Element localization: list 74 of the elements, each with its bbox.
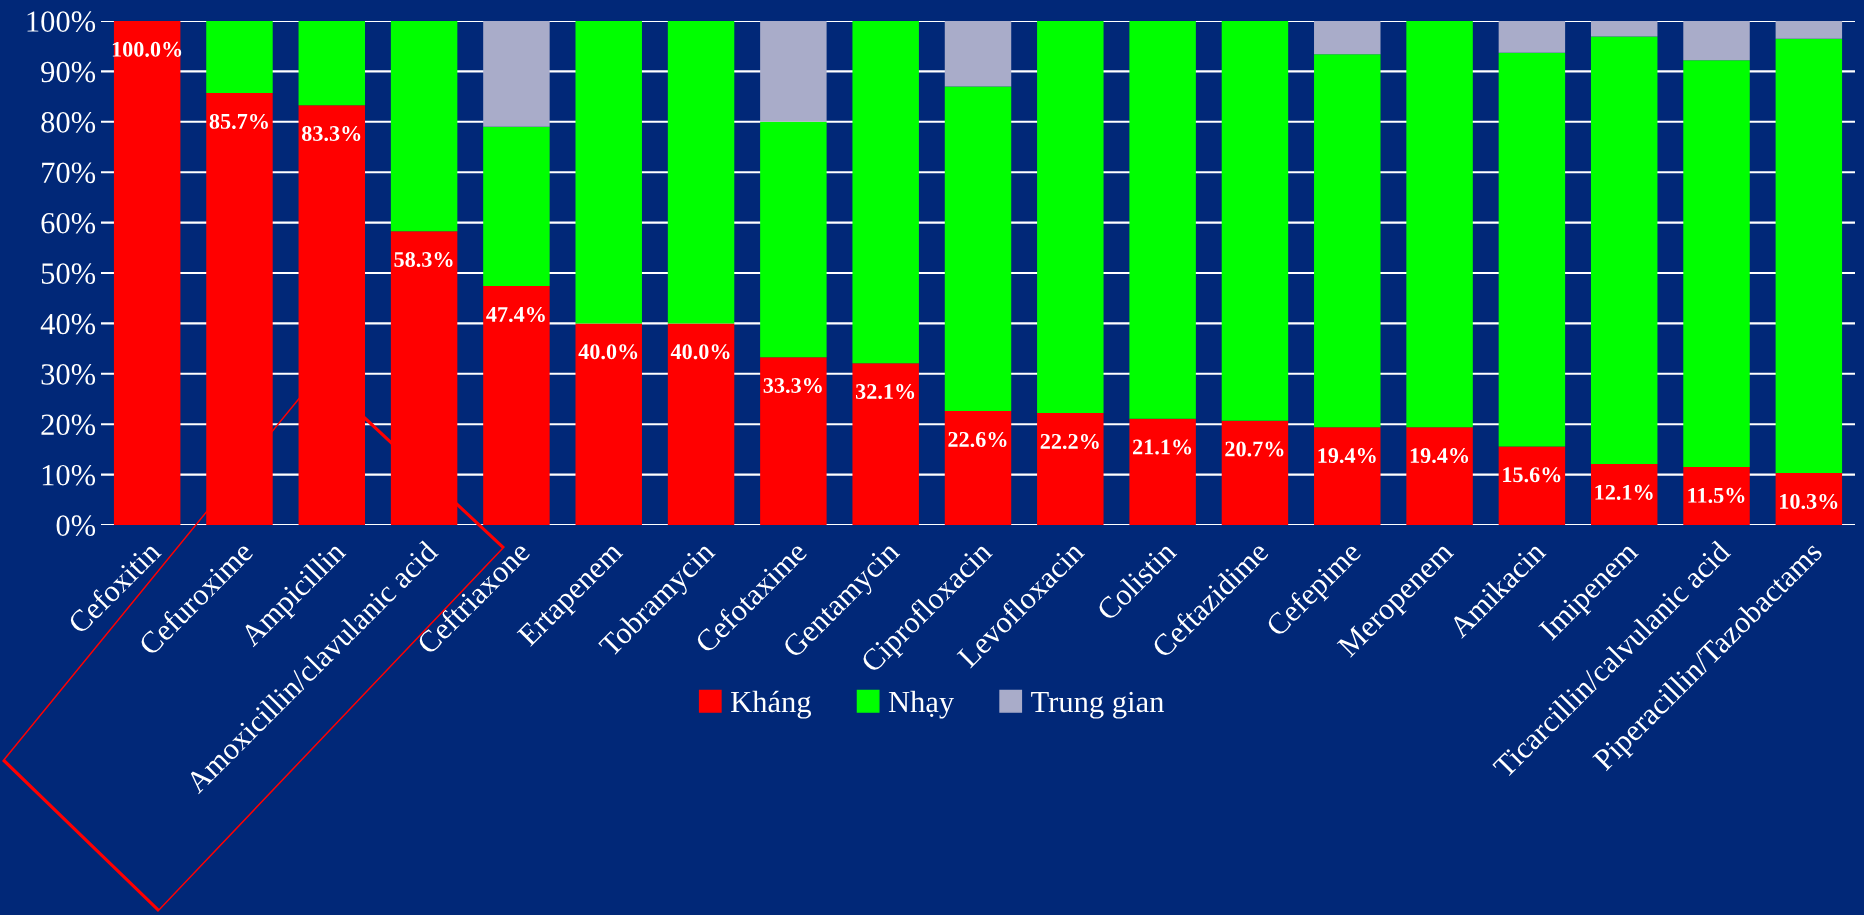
bar (852, 363, 919, 525)
data-label: 58.3% (394, 251, 453, 268)
bar (1683, 21, 1750, 61)
bar (1498, 52, 1566, 447)
bar (760, 357, 827, 525)
bar (1498, 446, 1566, 525)
y-tick-label: 20% (41, 414, 96, 436)
bar (944, 411, 1012, 525)
y-tick-label: 60% (41, 212, 96, 234)
bar (1775, 21, 1843, 39)
bar (1683, 467, 1750, 525)
bar (113, 21, 181, 525)
bar (1314, 21, 1381, 55)
bar (760, 121, 827, 358)
y-tick-label: 100% (27, 11, 96, 32)
bar (1775, 38, 1843, 474)
data-label: 19.4% (1318, 448, 1376, 464)
bar (483, 286, 550, 525)
data-label: 22.6% (948, 431, 1007, 447)
y-tick-label: 30% (41, 364, 96, 385)
bar (1406, 427, 1473, 525)
y-tick-label: 70% (42, 162, 96, 184)
data-label: 10.3% (1780, 493, 1838, 509)
bar (1314, 54, 1381, 428)
bar (1406, 21, 1473, 428)
bar (667, 323, 735, 525)
data-label: 15.6% (1503, 467, 1561, 483)
data-label: 40.0% (578, 344, 638, 360)
bar (483, 21, 550, 127)
bar (298, 21, 366, 106)
bar (390, 21, 458, 232)
bar (1037, 21, 1104, 414)
bar (944, 21, 1012, 87)
bar (1498, 21, 1566, 53)
bar (667, 21, 735, 324)
data-label: 22.2% (1040, 433, 1099, 450)
bar (1129, 418, 1196, 525)
y-tick-label: 10% (42, 464, 96, 486)
bar (483, 126, 550, 287)
bar (1590, 464, 1658, 525)
data-label: 19.4% (1410, 448, 1469, 464)
data-label: 47.4% (486, 306, 545, 322)
y-tick-label: 90% (41, 61, 96, 83)
bar (1590, 36, 1658, 465)
data-label: 83.3% (301, 125, 361, 142)
bar (1129, 21, 1196, 419)
data-label: 21.1% (1133, 439, 1192, 455)
bar (206, 21, 273, 94)
bar (1037, 413, 1104, 525)
bar (1683, 60, 1750, 468)
data-label: 20.7% (1225, 441, 1284, 457)
bar (1314, 427, 1381, 525)
bar (575, 21, 642, 324)
bar (1590, 21, 1658, 37)
legend-label: Trung gian (1031, 691, 1164, 719)
y-tick-label: 0% (56, 515, 96, 536)
bar (944, 86, 1012, 412)
data-label: 11.5% (1688, 487, 1745, 503)
bar (760, 21, 827, 122)
legend-label: Kháng (731, 690, 812, 719)
bar (1775, 473, 1843, 525)
data-label: 40.0% (670, 344, 730, 360)
data-label: 33.3% (763, 377, 822, 394)
data-label: 12.1% (1595, 484, 1653, 500)
y-tick-label: 80% (41, 112, 96, 133)
bar (852, 21, 919, 364)
data-label: 32.1% (855, 384, 915, 400)
bar (575, 323, 642, 525)
bar (1221, 21, 1289, 421)
y-tick-label: 50% (41, 263, 96, 284)
y-tick-label: 40% (40, 313, 96, 335)
bar (1221, 420, 1289, 525)
data-label: 85.7% (209, 113, 268, 129)
legend-label: Nhạy (888, 690, 955, 719)
